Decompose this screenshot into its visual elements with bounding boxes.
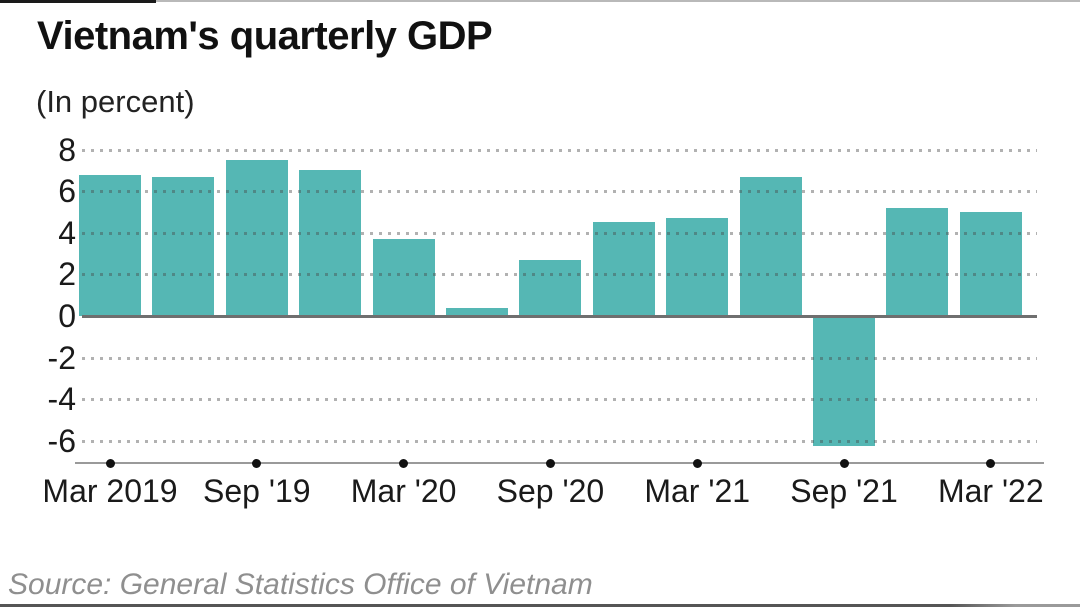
x-axis-label-sep-20: Sep '20 xyxy=(496,473,605,509)
x-tick-dot-sep-20 xyxy=(545,458,555,468)
x-tick-dot-mar-22 xyxy=(986,458,996,468)
gridline-y-8 xyxy=(82,148,1037,152)
gridline-y--4 xyxy=(82,398,1037,402)
x-axis-label-mar-21: Mar '21 xyxy=(644,473,751,509)
gdp-bar-mar-2022 xyxy=(959,212,1022,316)
gdp-bar-dec-2020 xyxy=(592,222,655,316)
gridline-y-4 xyxy=(82,231,1037,235)
gridline-y--6 xyxy=(82,439,1037,443)
gdp-bar-mar-2020 xyxy=(372,239,435,316)
x-tick-dot-mar-2019 xyxy=(105,458,115,468)
gdp-bar-sep-2020 xyxy=(519,259,582,316)
x-axis-line xyxy=(75,462,1044,464)
y-axis-label--2: -2 xyxy=(47,339,76,376)
y-axis-label--6: -6 xyxy=(47,422,76,459)
y-axis-label-8: 8 xyxy=(58,131,76,168)
gdp-bar-jun-2021 xyxy=(739,176,802,316)
gdp-bar-sep-2021 xyxy=(813,317,875,446)
gdp-bar-mar-2021 xyxy=(666,218,729,316)
y-axis-label-6: 6 xyxy=(58,173,76,210)
top-border-light-segment xyxy=(156,0,1080,2)
gdp-bar-mar-2019 xyxy=(79,174,141,316)
x-axis-label-mar-2019: Mar 2019 xyxy=(42,473,178,509)
x-tick-dot-sep-19 xyxy=(252,458,262,468)
x-tick-dot-sep-21 xyxy=(839,458,849,468)
gdp-bar-sep-2019 xyxy=(225,160,288,316)
gridline-y--2 xyxy=(82,356,1037,360)
x-axis-label-sep-21: Sep '21 xyxy=(790,473,898,509)
x-axis-label-mar-22: Mar '22 xyxy=(937,473,1044,509)
y-axis-label-4: 4 xyxy=(58,214,76,251)
x-tick-dot-mar-20 xyxy=(399,458,409,468)
chart-subtitle: (In percent) xyxy=(36,84,195,119)
top-border-dark-segment xyxy=(0,0,156,3)
gridline-y-2 xyxy=(82,273,1037,277)
bottom-border xyxy=(0,604,1080,607)
x-axis-label-mar-20: Mar '20 xyxy=(350,473,457,509)
gdp-bar-dec-2019 xyxy=(299,170,362,316)
chart-title: Vietnam's quarterly GDP xyxy=(37,14,493,58)
top-border xyxy=(0,0,1080,3)
x-tick-dot-mar-21 xyxy=(692,458,702,468)
y-axis-label-0: 0 xyxy=(58,298,76,334)
source-attribution: Source: General Statistics Office of Vie… xyxy=(8,568,593,601)
gdp-bar-jun-2019 xyxy=(152,176,215,316)
gridline-y-6 xyxy=(82,190,1037,194)
gdp-bar-dec-2021 xyxy=(886,207,949,316)
zero-baseline xyxy=(82,315,1037,318)
gdp-bar-jun-2020 xyxy=(446,307,508,316)
x-axis-label-sep-19: Sep '19 xyxy=(203,473,311,509)
y-axis-label--4: -4 xyxy=(47,381,76,418)
y-axis-label-2: 2 xyxy=(58,256,76,293)
